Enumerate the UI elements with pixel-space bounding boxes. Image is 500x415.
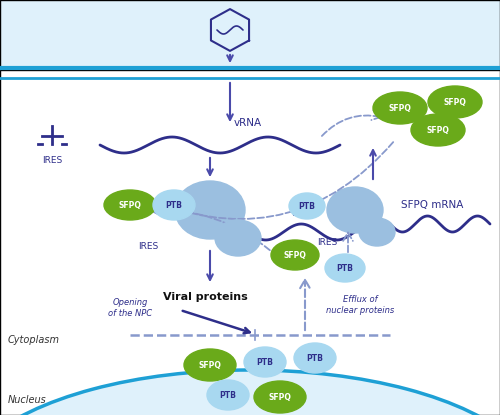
Text: SFPQ: SFPQ [444,98,466,107]
Text: Efflux of
nuclear proteins: Efflux of nuclear proteins [326,295,394,315]
Ellipse shape [153,190,195,220]
Ellipse shape [271,240,319,270]
Ellipse shape [289,193,325,219]
Ellipse shape [0,370,500,415]
Ellipse shape [254,381,306,413]
Ellipse shape [244,347,286,377]
Text: PTB: PTB [336,264,353,273]
Text: SFPQ: SFPQ [426,125,450,134]
FancyBboxPatch shape [0,0,500,68]
Text: IRES: IRES [138,242,158,251]
Text: PTB: PTB [166,200,182,210]
Text: vRNA: vRNA [291,208,319,218]
Text: Nucleus: Nucleus [8,395,47,405]
FancyArrowPatch shape [150,205,270,250]
Text: IRES: IRES [317,238,337,247]
Text: SFPQ: SFPQ [268,393,291,401]
Text: IRES: IRES [42,156,62,165]
Ellipse shape [207,380,249,410]
Text: Opening
of the NPC: Opening of the NPC [108,298,152,318]
Text: SFPQ: SFPQ [198,361,222,369]
Ellipse shape [104,190,156,220]
Ellipse shape [184,349,236,381]
Ellipse shape [359,218,395,246]
Text: SFPQ: SFPQ [284,251,306,259]
Text: Viral proteins: Viral proteins [162,292,248,302]
Text: Cytoplasm: Cytoplasm [8,335,60,345]
Text: SFPQ: SFPQ [388,103,411,112]
Ellipse shape [175,181,245,239]
Text: SFPQ mRNA: SFPQ mRNA [401,200,463,210]
Ellipse shape [294,343,336,373]
Text: SFPQ: SFPQ [118,200,142,210]
Ellipse shape [327,187,383,233]
Text: PTB: PTB [256,357,274,366]
Ellipse shape [373,92,427,124]
Ellipse shape [411,114,465,146]
FancyArrowPatch shape [160,142,393,219]
Ellipse shape [325,254,365,282]
FancyBboxPatch shape [0,70,500,415]
Ellipse shape [428,86,482,118]
FancyArrowPatch shape [322,110,380,136]
Ellipse shape [215,220,261,256]
FancyArrowPatch shape [343,232,353,252]
Text: vRNA: vRNA [234,118,262,128]
FancyArrowPatch shape [300,280,310,330]
Text: PTB: PTB [220,391,236,400]
Text: PTB: PTB [298,202,316,210]
Text: PTB: PTB [306,354,324,362]
